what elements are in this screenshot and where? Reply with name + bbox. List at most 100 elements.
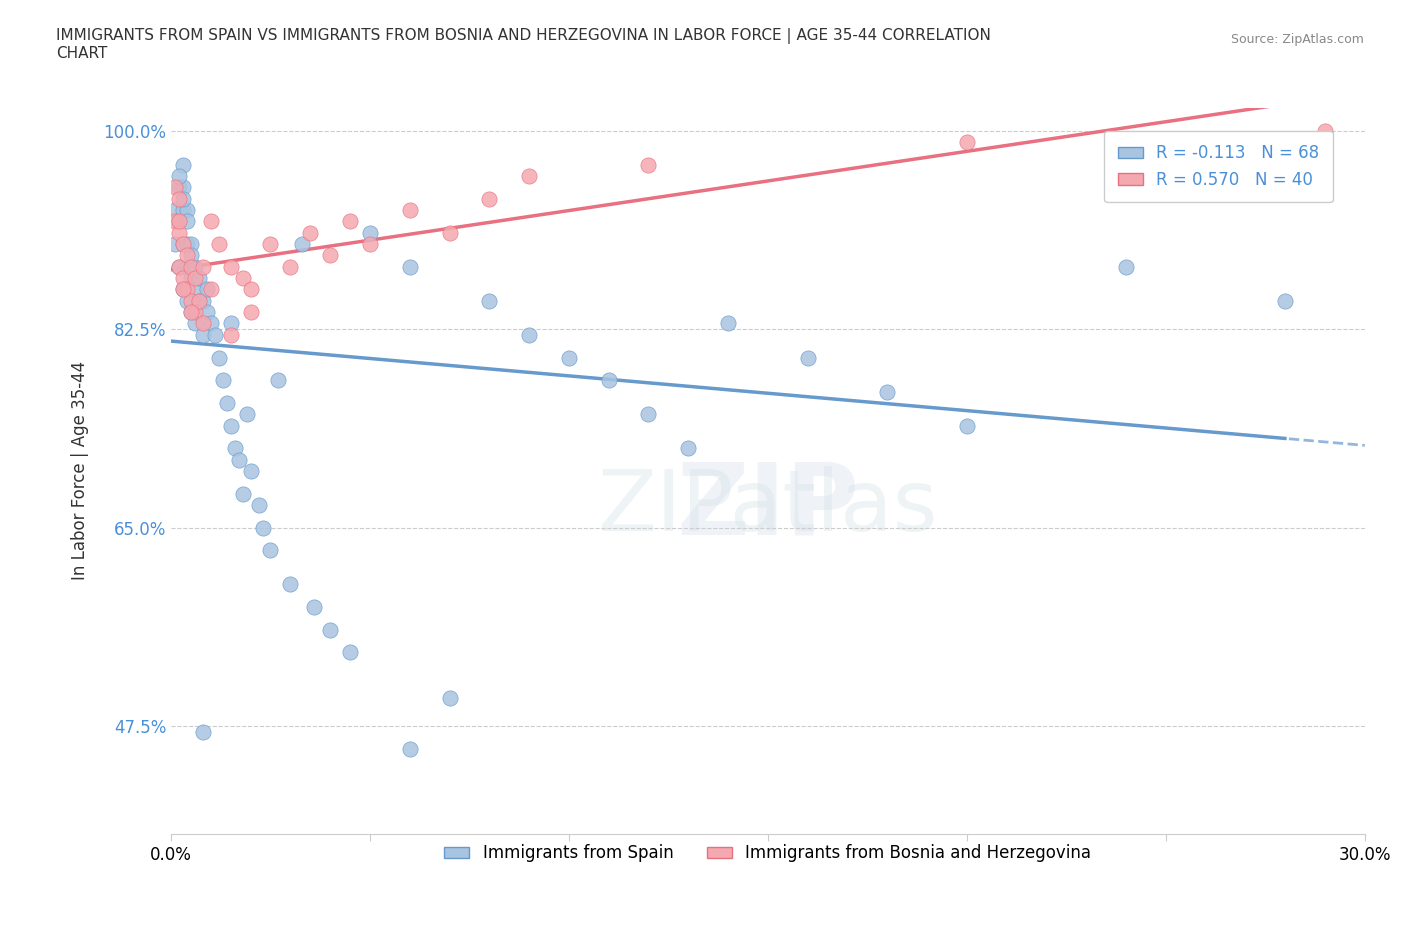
- Point: [224, 441, 246, 456]
- Point: [176, 293, 198, 308]
- Point: [167, 214, 190, 229]
- Point: [180, 248, 202, 263]
- Point: [180, 259, 202, 274]
- Point: [280, 577, 302, 591]
- Point: [180, 271, 202, 286]
- Point: [239, 282, 262, 297]
- Point: [176, 236, 198, 251]
- Point: [235, 406, 257, 421]
- Point: [398, 203, 420, 218]
- Point: [184, 316, 207, 331]
- Point: [359, 236, 381, 251]
- Point: [167, 192, 190, 206]
- Point: [678, 441, 700, 456]
- Point: [956, 418, 979, 433]
- Point: [439, 690, 461, 705]
- Point: [299, 225, 322, 240]
- Point: [176, 203, 198, 218]
- Point: [637, 406, 659, 421]
- Point: [167, 214, 190, 229]
- Point: [204, 327, 226, 342]
- Point: [172, 203, 194, 218]
- Point: [200, 214, 222, 229]
- Point: [176, 282, 198, 297]
- Point: [163, 236, 186, 251]
- Point: [211, 373, 233, 388]
- Point: [259, 543, 281, 558]
- Y-axis label: In Labor Force | Age 35-44: In Labor Force | Age 35-44: [72, 362, 89, 580]
- Point: [208, 350, 231, 365]
- Point: [228, 452, 250, 467]
- Point: [184, 282, 207, 297]
- Point: [187, 293, 209, 308]
- Point: [195, 282, 218, 297]
- Point: [598, 373, 620, 388]
- Point: [439, 225, 461, 240]
- Point: [172, 271, 194, 286]
- Point: [167, 168, 190, 183]
- Point: [478, 293, 501, 308]
- Point: [319, 622, 342, 637]
- Legend: Immigrants from Spain, Immigrants from Bosnia and Herzegovina: Immigrants from Spain, Immigrants from B…: [437, 838, 1098, 870]
- Point: [398, 259, 420, 274]
- Point: [280, 259, 302, 274]
- Point: [558, 350, 581, 365]
- Point: [200, 316, 222, 331]
- Point: [191, 259, 214, 274]
- Point: [167, 259, 190, 274]
- Point: [219, 316, 242, 331]
- Text: ZIP: ZIP: [676, 458, 859, 556]
- Point: [172, 192, 194, 206]
- Point: [176, 248, 198, 263]
- Point: [319, 248, 342, 263]
- Point: [398, 741, 420, 756]
- Point: [180, 305, 202, 320]
- Point: [172, 236, 194, 251]
- Point: [232, 486, 254, 501]
- Text: Source: ZipAtlas.com: Source: ZipAtlas.com: [1230, 33, 1364, 46]
- Point: [1274, 293, 1296, 308]
- Point: [180, 236, 202, 251]
- Point: [339, 214, 361, 229]
- Point: [267, 373, 290, 388]
- Point: [172, 282, 194, 297]
- Point: [172, 179, 194, 194]
- Point: [172, 157, 194, 172]
- Point: [195, 305, 218, 320]
- Point: [232, 271, 254, 286]
- Point: [167, 225, 190, 240]
- Point: [187, 293, 209, 308]
- Point: [172, 236, 194, 251]
- Point: [187, 271, 209, 286]
- Point: [180, 293, 202, 308]
- Point: [191, 293, 214, 308]
- Point: [219, 418, 242, 433]
- Point: [717, 316, 740, 331]
- Point: [200, 282, 222, 297]
- Text: IMMIGRANTS FROM SPAIN VS IMMIGRANTS FROM BOSNIA AND HERZEGOVINA IN LABOR FORCE |: IMMIGRANTS FROM SPAIN VS IMMIGRANTS FROM…: [56, 28, 991, 61]
- Point: [252, 520, 274, 535]
- Point: [796, 350, 818, 365]
- Point: [167, 259, 190, 274]
- Point: [478, 192, 501, 206]
- Point: [219, 259, 242, 274]
- Point: [184, 305, 207, 320]
- Point: [180, 305, 202, 320]
- Point: [163, 203, 186, 218]
- Point: [163, 179, 186, 194]
- Point: [176, 214, 198, 229]
- Point: [219, 327, 242, 342]
- Point: [956, 135, 979, 150]
- Point: [191, 327, 214, 342]
- Point: [304, 600, 326, 615]
- Point: [359, 225, 381, 240]
- Text: ZIPatlas: ZIPatlas: [598, 466, 938, 549]
- Point: [191, 316, 214, 331]
- Point: [291, 236, 314, 251]
- Point: [184, 259, 207, 274]
- Point: [1313, 124, 1336, 139]
- Point: [876, 384, 898, 399]
- Point: [637, 157, 659, 172]
- Point: [339, 645, 361, 660]
- Point: [239, 463, 262, 478]
